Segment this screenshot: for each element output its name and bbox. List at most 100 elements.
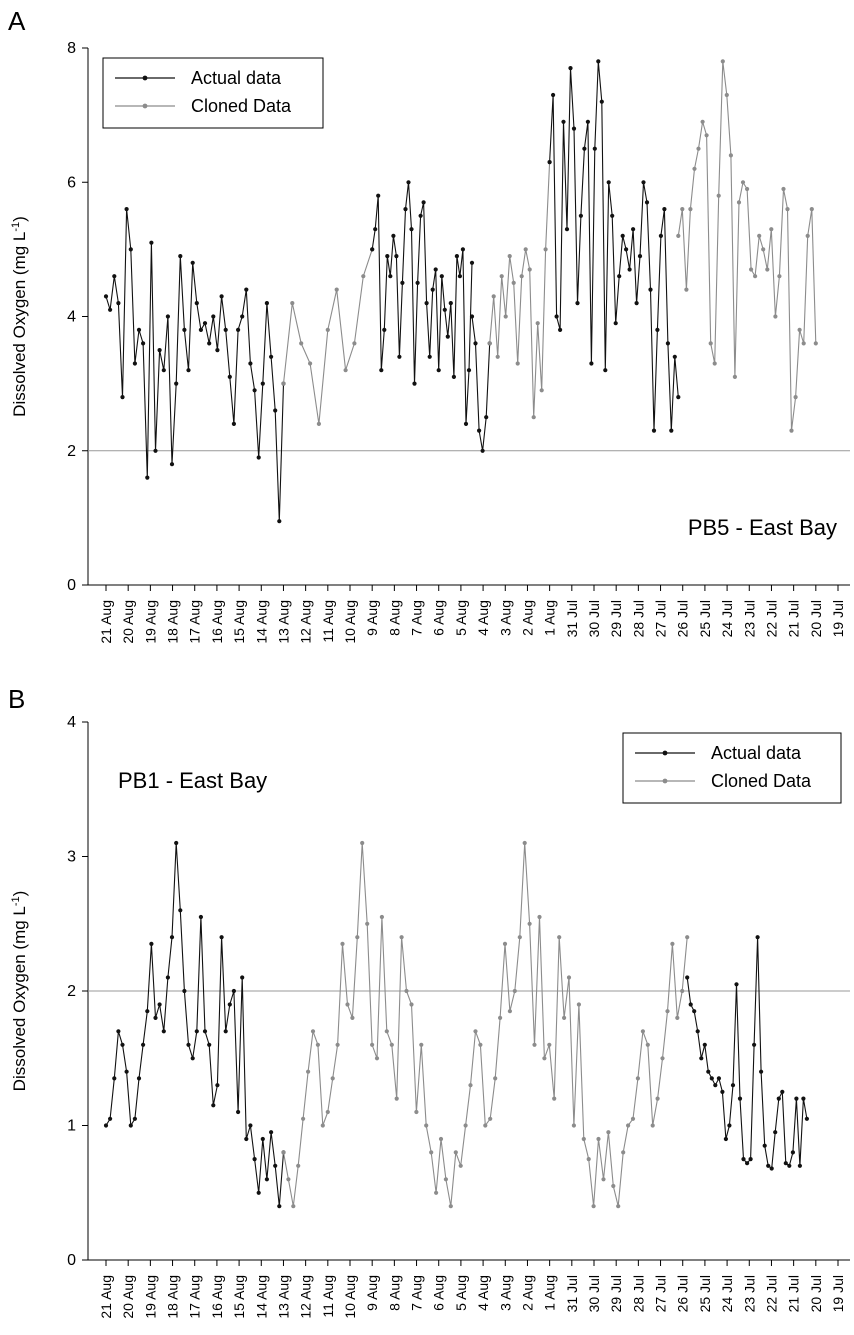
cloned-data-point [732,374,738,379]
actual-series-line [371,182,473,424]
x-tick-label: 20 Jul [808,600,824,637]
actual-data-point [219,935,224,940]
legend-swatch-point [142,103,148,109]
x-tick-label: 20 Aug [120,1275,136,1319]
actual-data-point [112,274,117,279]
cloned-data-point [370,1042,375,1047]
actual-data-point [783,1161,788,1166]
actual-data-point [248,361,253,366]
actual-data-point [658,233,664,238]
actual-data-point [227,1002,232,1007]
x-tick-label: 18 Aug [165,600,181,644]
cloned-data-point [566,975,572,980]
cloned-data-point [712,361,717,366]
x-tick-label: 10 Aug [342,1275,358,1319]
actual-data-point [161,368,166,373]
x-tick-label: 19 Aug [142,600,158,644]
actual-data-point [165,975,170,980]
cloned-data-point [571,1123,577,1128]
legend-box [622,732,842,804]
cloned-data-point [502,941,508,947]
actual-data-point [412,381,417,386]
x-tick-label: 24 Jul [719,600,735,637]
actual-data-point [421,200,426,205]
actual-data-point [215,1083,220,1088]
x-tick-label: 3 Aug [497,1275,513,1311]
actual-data-point [269,1130,274,1135]
cloned-data-point [335,1042,340,1047]
x-tick-label: 2 Aug [519,1275,535,1311]
actual-data-point [120,1042,125,1047]
cloned-data-point [601,1177,606,1182]
cloned-data-point [473,1029,478,1034]
cloned-data-point [350,1015,355,1021]
x-tick-label: 19 Jul [830,600,846,637]
cloned-data-point [793,395,798,400]
actual-data-point [734,982,739,987]
actual-data-point [145,475,150,480]
cloned-data-point [716,193,721,198]
x-tick-label: 25 Jul [697,1275,713,1312]
x-tick-label: 22 Jul [763,1275,779,1312]
actual-data-point [394,254,399,259]
actual-data-point [415,280,420,285]
actual-data-point [277,519,282,524]
cloned-data-point [542,1056,547,1061]
x-tick-label: 29 Jul [608,600,624,637]
cloned-data-point [724,92,729,98]
cloned-data-point [281,1150,286,1155]
cloned-data-point [315,1042,320,1047]
x-tick-label: 26 Jul [675,1275,691,1312]
actual-data-point [466,368,472,373]
x-tick-label: 6 Aug [431,1275,447,1311]
chart-panel-a: A 0 2 4 6 8 Dissolved Oxygen (mg L-1) 21 Aug 20 … [8,6,850,644]
x-tick-label: 19 Jul [830,1275,846,1312]
cloned-data-point [507,254,512,259]
x-tick-label: 13 Aug [275,1275,291,1319]
actual-data-point [418,213,423,218]
actual-data-point [182,988,187,994]
cloned-series-line [489,162,551,418]
x-tick-label: 30 Jul [586,600,602,637]
actual-data-point [202,1029,208,1034]
cloned-data-point [543,247,548,252]
actual-data-point [388,274,393,279]
x-tick-label: 4 Aug [475,600,491,636]
actual-data-point [766,1163,771,1168]
actual-data-point [132,361,137,366]
x-tick-label: 3 Aug [497,600,513,636]
actual-data-point [430,287,435,292]
cloned-data-point [684,287,689,292]
actual-data-point [244,287,249,292]
actual-data-point [103,1123,109,1128]
x-tick-label: 21 Jul [786,1275,802,1312]
actual-data-point [397,354,402,359]
actual-data-point [748,1157,753,1162]
actual-data-point [409,227,414,232]
actual-data-point [454,254,459,259]
actual-data-point [484,415,489,420]
cloned-data-point [493,1076,498,1081]
actual-data-point [561,119,566,124]
cloned-data-point [316,421,321,426]
cloned-data-point [797,327,802,332]
actual-data-point [244,1136,249,1142]
cloned-data-point [809,207,814,212]
cloned-data-point [286,1177,291,1182]
cloned-data-point [355,935,360,940]
actual-data-point [433,267,438,272]
x-tick-label: 14 Aug [253,600,269,644]
x-tick-label: 5 Aug [453,600,469,636]
x-tick-label: 25 Jul [697,600,713,637]
y-tick-label: 2 [67,443,76,460]
actual-data-point [662,207,667,212]
actual-data-point [773,1130,778,1135]
cloned-data-point [325,327,330,332]
actual-data-point [153,448,158,453]
cloned-data-point [517,935,522,940]
cloned-data-point [374,1056,380,1061]
actual-data-point [169,935,175,940]
actual-data-point [592,146,597,151]
actual-data-point [370,247,375,252]
chart-panel-b: B 0 1 2 3 4 Dissolved Oxygen (mg L-1) 21 Aug 20 … [8,684,850,1319]
